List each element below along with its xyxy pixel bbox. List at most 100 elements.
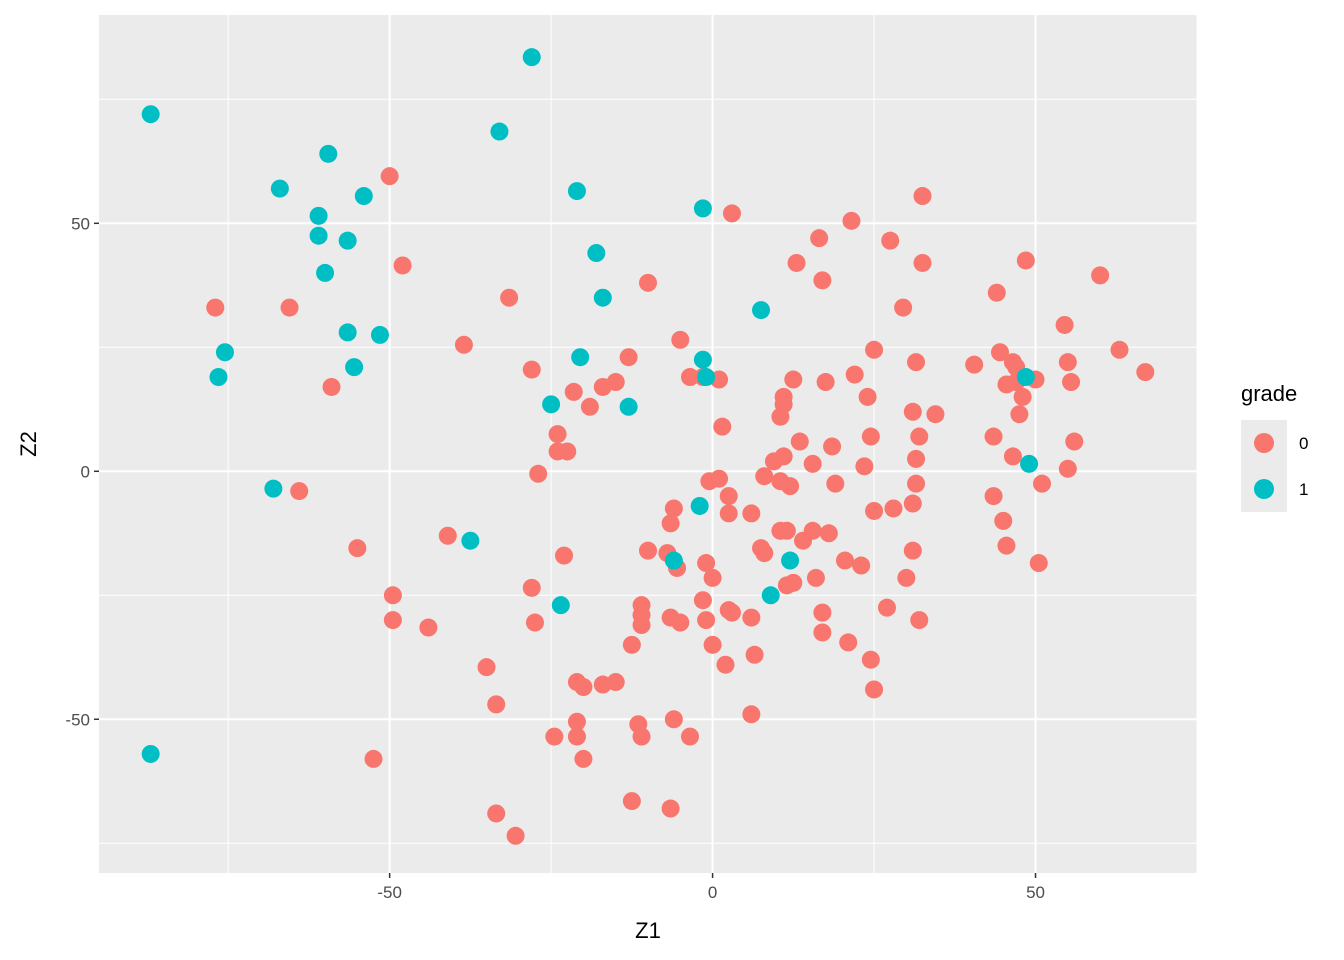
data-point-grade-0 xyxy=(1110,340,1129,359)
y-axis-ticks: -50 0 50 xyxy=(65,214,99,729)
data-point-grade-0 xyxy=(697,611,716,630)
data-point-grade-0 xyxy=(1016,251,1035,270)
data-point-grade-0 xyxy=(894,298,913,317)
data-point-grade-0 xyxy=(290,482,309,501)
data-point-grade-1 xyxy=(551,596,570,615)
data-point-grade-0 xyxy=(661,799,680,818)
data-point-grade-0 xyxy=(1136,363,1155,382)
data-point-grade-1 xyxy=(270,179,289,198)
data-point-grade-0 xyxy=(487,695,506,714)
legend-title: grade xyxy=(1241,381,1297,406)
data-point-grade-0 xyxy=(500,288,519,307)
data-point-grade-1 xyxy=(761,586,780,605)
data-point-grade-0 xyxy=(639,541,657,560)
data-point-grade-0 xyxy=(364,749,383,768)
data-point-grade-0 xyxy=(987,283,1006,302)
data-point-grade-1 xyxy=(567,182,586,201)
data-point-grade-1 xyxy=(693,199,712,218)
data-point-grade-0 xyxy=(742,504,761,523)
data-point-grade-1 xyxy=(209,368,228,387)
data-point-grade-0 xyxy=(529,464,548,483)
data-point-grade-0 xyxy=(567,727,586,746)
data-point-grade-0 xyxy=(206,298,225,317)
data-point-grade-0 xyxy=(813,603,832,622)
data-point-grade-0 xyxy=(865,501,884,520)
data-point-grade-0 xyxy=(661,514,680,533)
data-point-grade-1 xyxy=(461,531,480,550)
data-point-grade-0 xyxy=(884,499,903,518)
data-point-grade-0 xyxy=(991,343,1010,362)
data-point-grade-0 xyxy=(622,792,641,811)
major-gridlines xyxy=(99,15,1197,873)
data-point-grade-0 xyxy=(839,633,858,652)
data-point-grade-1 xyxy=(215,343,234,362)
data-point-grade-0 xyxy=(606,373,625,392)
data-point-grade-0 xyxy=(742,705,761,724)
data-point-grade-0 xyxy=(567,712,586,731)
data-point-grade-0 xyxy=(703,635,722,654)
data-point-grade-0 xyxy=(719,487,738,506)
data-point-grade-1 xyxy=(345,358,364,377)
data-point-grade-0 xyxy=(865,340,884,359)
data-point-grade-1 xyxy=(490,122,509,141)
data-point-grade-0 xyxy=(380,167,399,186)
data-point-grade-1 xyxy=(338,231,357,250)
data-point-grade-0 xyxy=(506,826,525,845)
data-point-grade-0 xyxy=(903,541,922,560)
data-point-grade-0 xyxy=(619,348,638,367)
data-point-grade-0 xyxy=(926,405,945,424)
data-point-grade-1 xyxy=(781,551,800,570)
data-point-grade-0 xyxy=(835,551,854,570)
data-point-grade-0 xyxy=(348,539,367,558)
data-point-grade-0 xyxy=(1029,554,1048,573)
data-point-grade-0 xyxy=(632,727,651,746)
y-tick-label: 50 xyxy=(71,214,90,233)
data-point-grade-0 xyxy=(845,365,864,384)
data-point-grade-0 xyxy=(819,524,838,543)
data-point-grade-0 xyxy=(755,467,774,486)
data-point-grade-0 xyxy=(1065,432,1084,451)
data-point-grade-0 xyxy=(719,504,738,523)
x-axis-ticks: -50 0 50 xyxy=(377,873,1045,902)
data-point-grade-0 xyxy=(1058,353,1077,372)
data-point-grade-0 xyxy=(477,658,496,677)
x-axis-title: Z1 xyxy=(635,918,661,943)
plot-panel xyxy=(99,15,1197,873)
series-0-points xyxy=(206,167,1155,845)
data-point-grade-0 xyxy=(745,645,764,664)
data-point-grade-0 xyxy=(1003,447,1022,466)
data-point-grade-0 xyxy=(622,635,641,654)
data-point-grade-0 xyxy=(790,432,809,451)
x-tick-label: -50 xyxy=(377,883,402,902)
data-point-grade-0 xyxy=(664,499,683,518)
data-point-grade-0 xyxy=(1010,405,1029,424)
legend-key-0-point xyxy=(1254,433,1274,453)
data-point-grade-0 xyxy=(803,454,822,473)
data-point-grade-0 xyxy=(777,521,796,540)
data-point-grade-0 xyxy=(545,727,564,746)
data-point-grade-0 xyxy=(522,578,541,597)
data-point-grade-1 xyxy=(690,496,709,515)
data-point-grade-0 xyxy=(781,477,800,496)
data-point-grade-1 xyxy=(319,144,338,163)
data-point-grade-0 xyxy=(877,598,896,617)
data-point-grade-0 xyxy=(1013,387,1032,406)
data-point-grade-0 xyxy=(632,616,651,635)
data-point-grade-0 xyxy=(564,382,583,401)
legend-key-1-point xyxy=(1254,479,1274,499)
data-point-grade-0 xyxy=(383,586,402,605)
data-point-grade-0 xyxy=(664,710,683,729)
y-axis-title: Z2 xyxy=(16,431,41,457)
data-point-grade-0 xyxy=(806,568,825,587)
data-point-grade-0 xyxy=(580,397,599,416)
data-point-grade-0 xyxy=(574,678,593,697)
data-point-grade-1 xyxy=(522,48,541,67)
data-point-grade-0 xyxy=(861,427,880,446)
data-point-grade-0 xyxy=(722,204,741,223)
data-point-grade-0 xyxy=(713,417,732,436)
legend-label-1: 1 xyxy=(1299,480,1308,499)
data-point-grade-0 xyxy=(842,211,861,230)
data-point-grade-0 xyxy=(826,474,845,493)
data-point-grade-0 xyxy=(383,611,402,630)
